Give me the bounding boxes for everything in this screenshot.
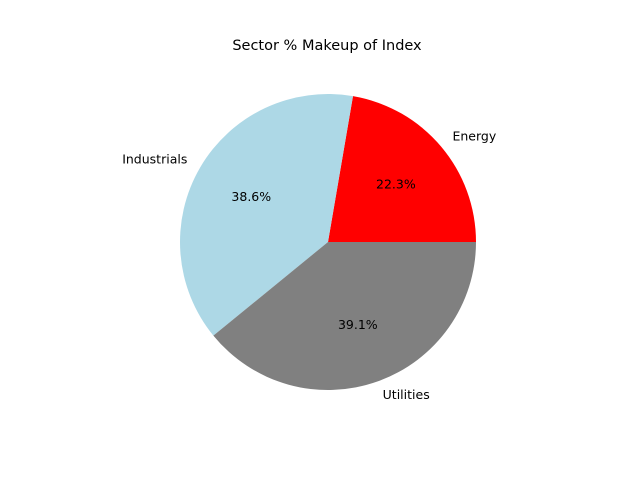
pie-slice-energy <box>328 96 476 242</box>
pie-slice-utilities <box>213 242 477 390</box>
pie-labels: Energy 22.3% Industrials 38.6% Utilities 39.1… <box>122 129 497 402</box>
chart-title: Sector % Makeup of Index <box>232 38 422 54</box>
pie-slice-industrials <box>179 94 353 336</box>
slice-label-industrials: Industrials <box>122 152 187 167</box>
pie-slices <box>179 94 477 390</box>
pct-label-industrials: 38.6% <box>231 189 271 204</box>
slice-label-energy: Energy <box>452 129 496 144</box>
slice-label-utilities: Utilities <box>383 387 430 402</box>
pct-label-energy: 22.3% <box>376 176 416 191</box>
pct-label-utilities: 39.1% <box>338 317 378 332</box>
